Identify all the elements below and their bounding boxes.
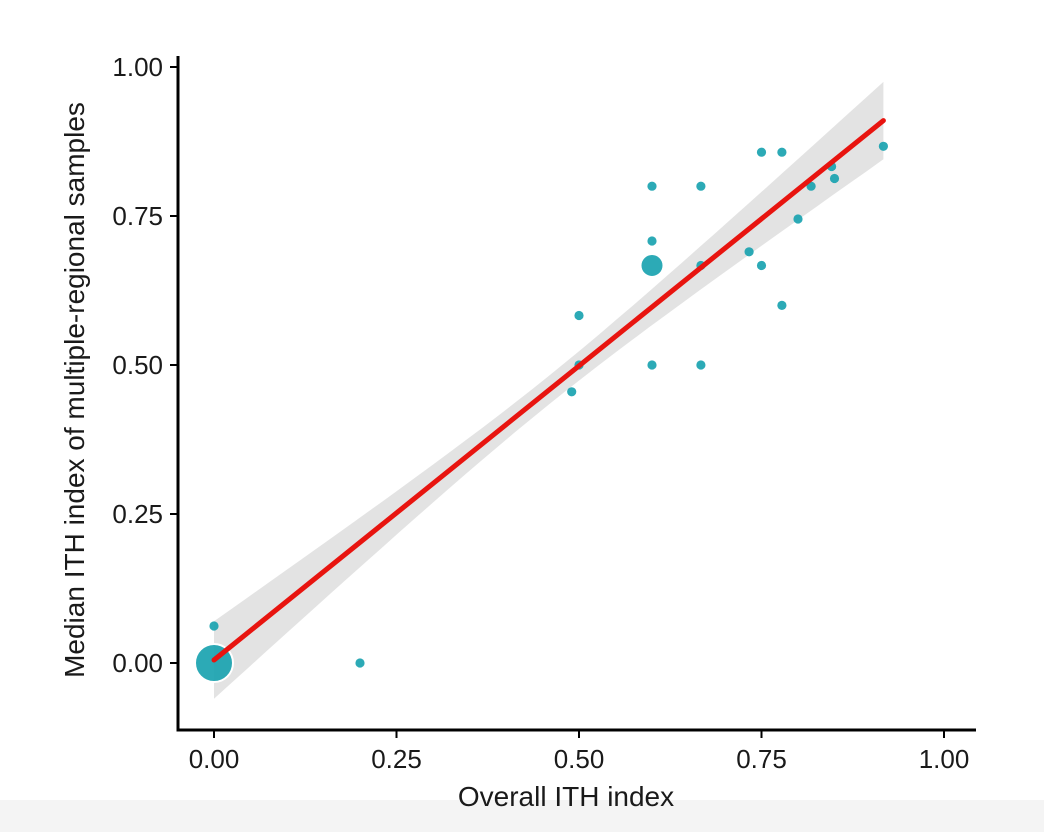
y-tick-label: 0.50 xyxy=(112,350,163,380)
data-point xyxy=(647,360,657,370)
data-point xyxy=(567,387,577,397)
data-point xyxy=(756,147,767,157)
x-tick-label: 0.75 xyxy=(736,744,787,774)
data-point xyxy=(355,658,365,668)
x-tick-label: 0.25 xyxy=(371,744,422,774)
data-point xyxy=(793,214,803,224)
y-tick-label: 0.00 xyxy=(112,648,163,678)
data-point xyxy=(574,310,584,321)
x-tick-label: 1.00 xyxy=(919,744,970,774)
x-tick-label: 0.50 xyxy=(554,744,605,774)
y-tick-label: 1.00 xyxy=(112,52,163,82)
data-point xyxy=(756,260,767,271)
data-point xyxy=(777,147,787,157)
data-point xyxy=(647,236,657,246)
data-point xyxy=(878,141,889,151)
data-point xyxy=(639,253,665,278)
data-point xyxy=(777,300,787,310)
data-point xyxy=(696,181,706,191)
data-point xyxy=(209,621,219,631)
regression-line xyxy=(211,118,886,663)
data-point xyxy=(829,173,840,184)
x-tick-label: 0.00 xyxy=(189,744,240,774)
y-tick-label: 0.25 xyxy=(112,499,163,529)
axes-layer xyxy=(176,56,976,732)
data-point xyxy=(744,247,754,257)
ticks-layer: 0.00 0.25 0.50 0.75 1.00 0.00 0.25 0.50 0.75 1.00 xyxy=(112,52,969,774)
bottom-shade xyxy=(0,800,1044,832)
x-axis-title: Overall ITH index xyxy=(458,781,674,812)
data-point xyxy=(647,181,657,191)
y-tick-label: 0.75 xyxy=(112,201,163,231)
data-point xyxy=(696,360,706,370)
y-axis-title: Median ITH index of multiple-regional sa… xyxy=(59,102,90,678)
